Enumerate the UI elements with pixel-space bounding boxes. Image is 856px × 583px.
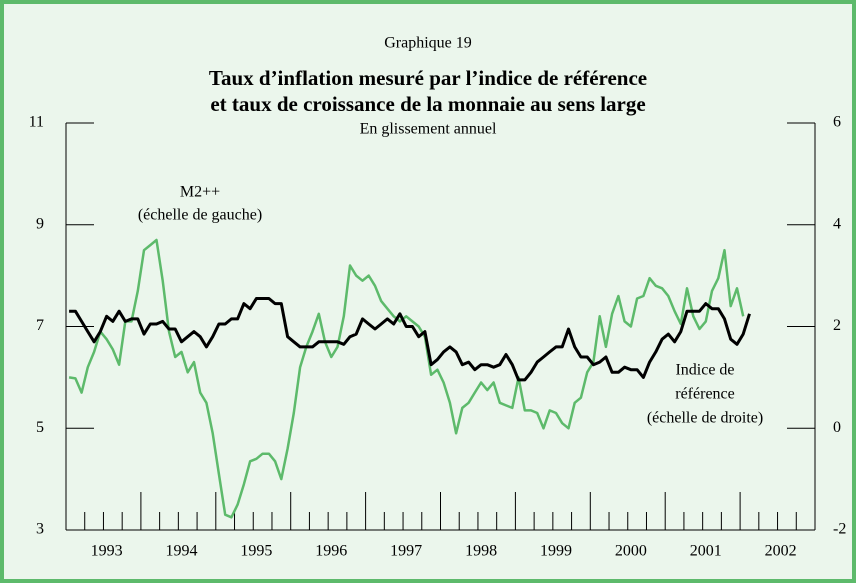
x-tick-label: 1993	[91, 543, 123, 560]
x-tick-label: 1995	[240, 543, 272, 560]
x-tick-label: 1994	[165, 543, 197, 560]
y-tick-label: 11	[29, 114, 44, 131]
y2-tick-label: 6	[833, 114, 841, 131]
annotation: (échelle de droite)	[647, 410, 763, 427]
annotation: M2++	[180, 184, 220, 201]
x-tick-label: 1998	[465, 543, 497, 560]
x-tick-label: 2001	[690, 543, 722, 560]
x-tick-label: 1996	[315, 543, 347, 560]
annotation: (échelle de gauche)	[138, 207, 262, 224]
annotation: Indice de	[675, 362, 734, 379]
chart-title: Taux d’inflation mesuré par l’indice de …	[209, 66, 647, 90]
y-tick-label: 9	[36, 215, 44, 232]
y2-tick-label: 4	[833, 215, 841, 232]
y2-tick-label: 0	[833, 419, 841, 436]
chart-title: et taux de croissance de la monnaie au s…	[210, 92, 645, 116]
chart-header: Graphique 19	[384, 35, 472, 52]
x-tick-label: 2002	[765, 543, 797, 560]
x-tick-label: 2000	[615, 543, 647, 560]
x-tick-label: 1997	[390, 543, 422, 560]
y-tick-label: 3	[36, 521, 44, 538]
series-line	[69, 297, 751, 382]
y-tick-label: 7	[36, 317, 44, 334]
y2-tick-label: 2	[833, 317, 841, 334]
series-line	[68, 238, 745, 519]
x-tick-label: 1999	[540, 543, 572, 560]
y-tick-label: 5	[36, 419, 44, 436]
y2-tick-label: -2	[833, 521, 846, 538]
annotation: référence	[675, 386, 735, 403]
chart-subtitle: En glissement annuel	[360, 121, 497, 138]
